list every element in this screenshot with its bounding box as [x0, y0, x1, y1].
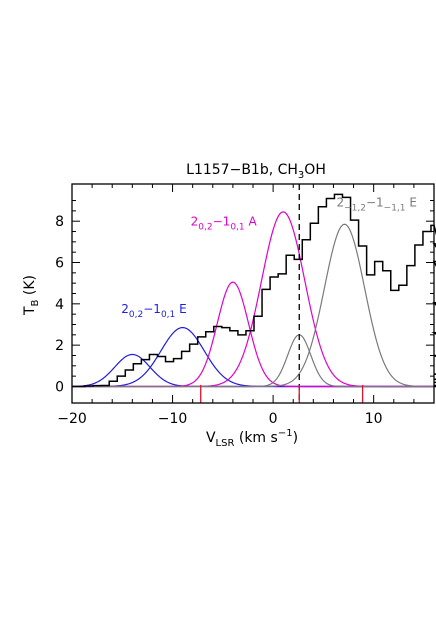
annotation-tail: E [175, 302, 186, 316]
plot-frame [71, 183, 435, 404]
annotation-tail: A [245, 214, 258, 228]
y-axis-label-main: T [22, 306, 38, 316]
annotation-ann-e: 20,2−10,1 E [121, 302, 186, 320]
x-axis-label-tail: (km s [234, 430, 277, 446]
y-tick-label: 6 [55, 256, 64, 272]
x-tick-label: 0 [269, 411, 278, 427]
gaussian-component-6 [72, 223, 434, 388]
tick-labels: −20 −10 0 10 0 2 4 6 8 [55, 214, 383, 427]
annotation-sub: −1,2 [344, 204, 366, 214]
y-axis-label: TB (K) [22, 275, 41, 316]
annotation-ann-a: 20,2−10,1 A [191, 214, 258, 232]
annotation-sub2: 0,1 [230, 222, 244, 232]
observed-spectrum [72, 193, 436, 388]
annotation-sub2: 0,1 [161, 310, 175, 320]
x-axis-label-main: V [206, 430, 216, 446]
gaussian-fits [71, 211, 434, 388]
annotation-main: 2 [336, 196, 344, 210]
chart-title: L1157−B1b, CH3OH [186, 162, 326, 181]
x-axis-label-end: ) [293, 430, 298, 446]
annotation-mid: −1 [213, 214, 231, 228]
y-tick-label: 4 [55, 297, 64, 313]
chart-title-main: L1157−B1b, CH [186, 162, 298, 178]
x-axis-label: VLSR (km s−1) [206, 428, 298, 449]
annotation-sub: 0,2 [129, 310, 143, 320]
annotation-main: 2 [121, 302, 129, 316]
annotation-mid: −1 [366, 196, 384, 210]
y-tick-label: 8 [55, 214, 64, 230]
annotation-sub2: −1,1 [384, 204, 406, 214]
annotation-ann-e2: 2−1,2−1−1,1 E [336, 196, 416, 214]
x-tick-label: 10 [365, 411, 383, 427]
annotation-main: 2 [191, 214, 199, 228]
spectrum-histogram [72, 193, 436, 388]
y-tick-label: 0 [55, 379, 64, 395]
y-axis-label-tail: (K) [22, 275, 38, 300]
chart-title-sub: 3 [298, 170, 304, 181]
annotation-tail: E [406, 196, 417, 210]
y-axis-label-sub: B [30, 299, 41, 306]
velocity-markers [200, 184, 364, 403]
annotation-mid: −1 [143, 302, 161, 316]
x-tick-label: −20 [57, 411, 87, 427]
x-tick-label: −10 [158, 411, 188, 427]
y-tick-label: 2 [55, 338, 64, 354]
chart-title-tail: OH [304, 162, 326, 178]
annotation-sub: 0,2 [198, 222, 212, 232]
x-axis-label-sup: −1 [278, 428, 293, 439]
x-axis-label-sub: LSR [216, 438, 235, 449]
line-annotations: 20,2−10,1 E20,2−10,1 A2−1,2−1−1,1 E [121, 196, 417, 320]
